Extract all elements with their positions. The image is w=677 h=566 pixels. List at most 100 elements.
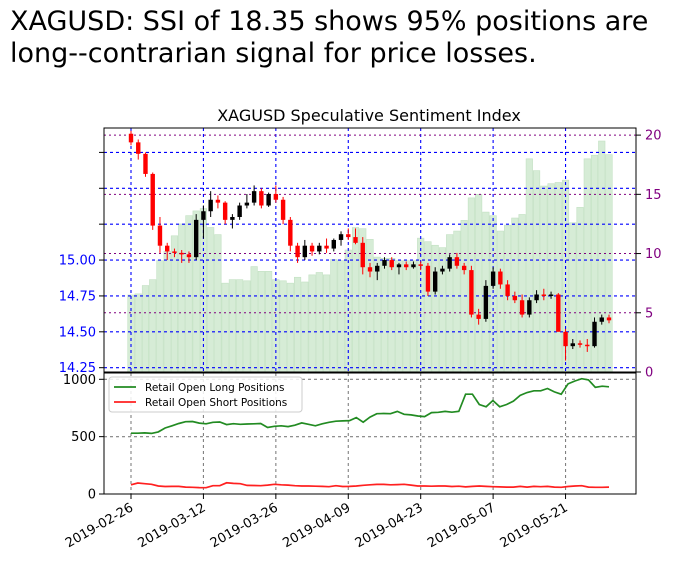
ssi-bar	[540, 185, 548, 373]
candle-down	[259, 191, 264, 206]
ssi-bar	[453, 230, 461, 373]
candle-down	[461, 265, 467, 271]
candle-up	[266, 194, 271, 206]
candle-up	[331, 239, 336, 249]
candle-up	[570, 343, 575, 347]
price-ssi-panel: 14.25 14.50 14.75 15.00 0 5 10 15 20	[59, 127, 662, 381]
ssi-bar	[322, 274, 331, 373]
candle-down	[360, 242, 365, 268]
ssi-bar	[294, 276, 302, 373]
ssi-bar	[243, 280, 251, 373]
ssi-bar	[221, 282, 229, 373]
candle-up	[396, 264, 402, 268]
candle-up	[375, 265, 380, 272]
ssi-bar	[149, 279, 157, 373]
positions-tick-label: 500	[71, 430, 96, 445]
date-tick-label: 2019-03-26	[208, 500, 281, 551]
candle-down	[469, 270, 474, 315]
candle-up	[432, 271, 438, 292]
candle-down	[143, 153, 148, 174]
candle-down	[172, 251, 177, 253]
candle-up	[193, 219, 199, 258]
candle-down	[179, 252, 184, 255]
candle-down	[404, 264, 409, 268]
series-line	[130, 481, 610, 489]
ssi-bar	[547, 183, 555, 373]
ssi-bar	[533, 170, 541, 373]
legend-entry: Retail Open Long Positions	[145, 382, 285, 394]
ssi-bar	[395, 260, 403, 373]
candle-down	[346, 234, 351, 238]
ssi-bar	[330, 259, 338, 373]
candle-down	[476, 314, 481, 319]
ssi-bar	[236, 279, 244, 373]
candle-up	[527, 300, 532, 315]
candle-up	[490, 271, 496, 286]
candle-up	[237, 205, 242, 217]
ssi-bar	[554, 182, 562, 373]
ssi-bar	[598, 140, 606, 373]
ssi-bar	[402, 260, 410, 373]
candle-up	[244, 202, 250, 206]
date-tick-label: 2019-05-07	[425, 500, 498, 551]
ssi-bar	[388, 257, 396, 373]
candle-down	[186, 254, 192, 258]
ssi-bar	[489, 215, 497, 373]
series-line	[131, 377, 610, 435]
candle-down	[157, 225, 163, 246]
candle-down	[418, 264, 423, 266]
ssi-bar	[185, 215, 193, 373]
ssi-bar	[605, 154, 613, 373]
candle-down	[150, 173, 155, 226]
ssi-bar	[134, 293, 142, 373]
candle-up	[411, 264, 416, 268]
price-tick-label: 14.25	[59, 361, 96, 376]
ssi-tick-label: 10	[645, 247, 662, 262]
ssi-bar	[286, 282, 294, 373]
candle-down	[541, 294, 547, 296]
chart-headline: XAGUSD: SSI of 18.35 shows 95% positions…	[10, 6, 675, 70]
ssi-bar	[366, 239, 374, 373]
candle-up	[440, 268, 445, 272]
candle-down	[577, 343, 583, 345]
candle-up	[599, 317, 604, 322]
candle-up	[317, 245, 322, 252]
ssi-bar	[228, 279, 236, 373]
top-panel-frame	[103, 127, 637, 373]
candle-down	[389, 260, 394, 268]
ssi-bar	[315, 272, 323, 373]
headline-line-2: long--contrarian signal for price losses…	[10, 38, 537, 69]
candle-up	[208, 199, 213, 212]
candle-down	[273, 194, 279, 200]
date-tick-label: 2019-04-09	[280, 500, 353, 551]
ssi-tick-label: 15	[645, 188, 662, 203]
positions-tick-label: 1000	[63, 373, 96, 388]
candle-down	[454, 257, 460, 266]
candle-up	[230, 216, 235, 220]
candle-up	[447, 257, 452, 269]
positions-panel: 0 500 1000	[63, 372, 637, 503]
candle-down	[519, 300, 525, 315]
ssi-bar	[265, 271, 273, 373]
ssi-tick-label: 5	[645, 306, 653, 321]
ssi-tick-label: 0	[645, 366, 653, 381]
ssi-bar	[279, 280, 287, 373]
price-tick-label: 15.00	[59, 254, 96, 269]
ssi-bar	[163, 250, 171, 373]
candle-down	[280, 199, 286, 220]
candle-down	[288, 219, 293, 246]
ssi-bar	[250, 266, 258, 373]
candle-down	[556, 294, 561, 332]
candle-up	[592, 321, 597, 347]
candle-up	[251, 191, 257, 203]
positions-legend: Retail Open Long Positions Retail Open Sh…	[108, 376, 303, 413]
ssi-bar	[214, 234, 222, 373]
candle-up	[382, 260, 387, 266]
ssi-bar	[569, 222, 577, 373]
candle-up	[548, 294, 554, 296]
candle-down	[425, 265, 431, 292]
candle-up	[302, 245, 308, 258]
ssi-bar	[207, 227, 215, 373]
date-axis: 2019-02-26 2019-03-12 2019-03-26 2019-04-09…	[63, 494, 571, 551]
ssi-bar	[431, 244, 439, 373]
